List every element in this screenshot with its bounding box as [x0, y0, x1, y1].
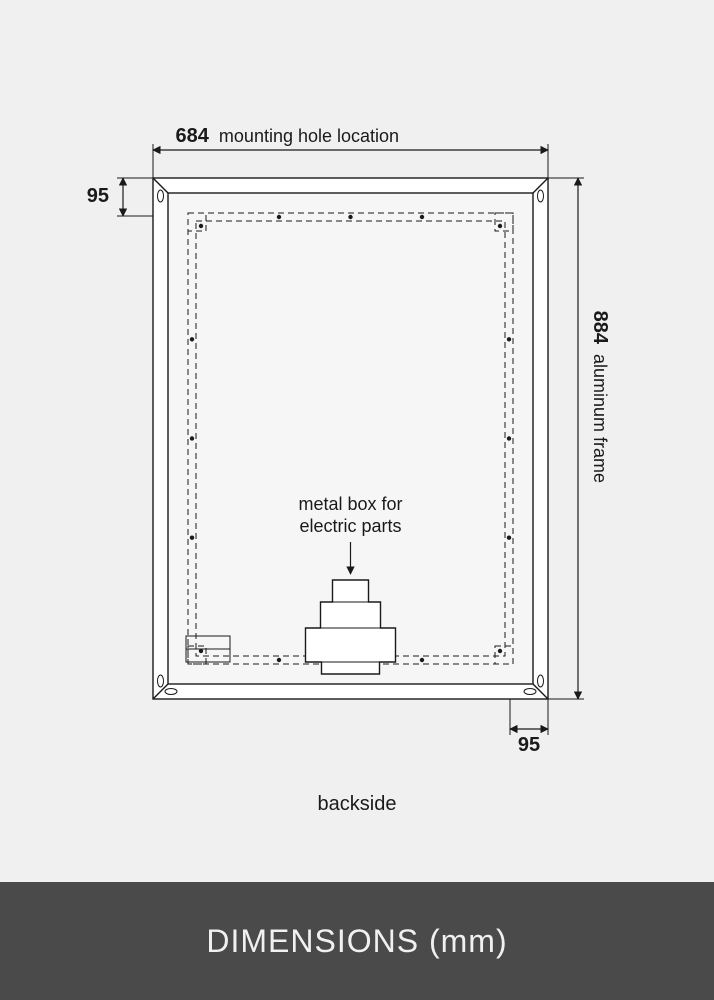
dim-height: 884aluminum frame	[589, 311, 611, 483]
dim-offset-right: 95	[518, 734, 540, 756]
caption: backside	[318, 793, 397, 815]
footer-title: DIMENSIONS (mm)	[206, 923, 507, 960]
technical-drawing: 684mounting hole location 884aluminum fra…	[0, 0, 714, 882]
page: 684mounting hole location 884aluminum fra…	[0, 0, 714, 1000]
dim-width: 684mounting hole location	[176, 125, 400, 147]
dim-offset-top: 95	[87, 185, 109, 207]
footer-bar: DIMENSIONS (mm)	[0, 882, 714, 1000]
annotation-line1: metal box for	[298, 494, 402, 514]
annotation-line2: electric parts	[299, 516, 401, 536]
